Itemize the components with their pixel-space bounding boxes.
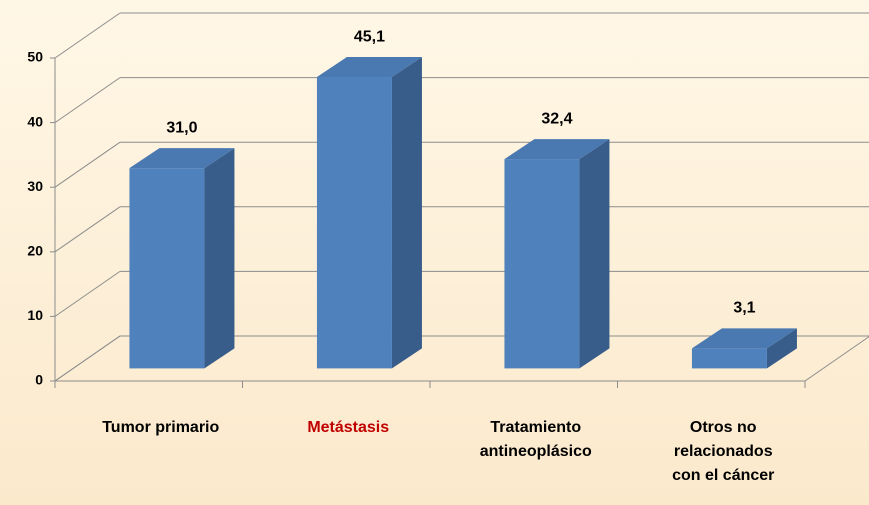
y-tick-label: 30 [27,178,43,194]
value-label: 32,4 [541,110,572,127]
grid-line [54,12,121,59]
x-tick-label: antineoplásico [480,443,592,460]
grid-line [54,270,121,317]
bar [129,168,205,369]
x-tick-label: relacionados [674,443,773,460]
x-tick-label: Tratamiento [490,419,581,436]
y-tick-label: 10 [27,307,43,323]
grid-line [54,77,121,124]
grid-line [54,141,121,188]
grid-line [54,206,121,253]
bar-side [204,148,235,369]
y-tick-label: 40 [27,113,43,129]
value-label: 31,0 [166,119,197,136]
bar-top [316,57,422,78]
bar [504,159,580,369]
bar-top [504,139,610,160]
bar-top [691,328,797,349]
x-tick-label: con el cáncer [672,467,774,484]
y-tick-label: 50 [27,49,43,65]
bar-side [766,328,797,369]
x-tick-label: Metástasis [307,419,389,436]
y-tick-label: 0 [35,372,43,388]
x-tick-label: Tumor primario [102,419,219,436]
y-tick-label: 20 [27,243,43,259]
bar [316,77,392,369]
grid-line [54,335,121,382]
bar-side [391,57,422,369]
x-tick-label: Otros no [690,419,757,436]
value-label: 3,1 [733,300,755,317]
bar-side [579,139,610,369]
bar-top [129,148,235,169]
bar [691,348,767,369]
value-label: 45,1 [354,28,385,45]
